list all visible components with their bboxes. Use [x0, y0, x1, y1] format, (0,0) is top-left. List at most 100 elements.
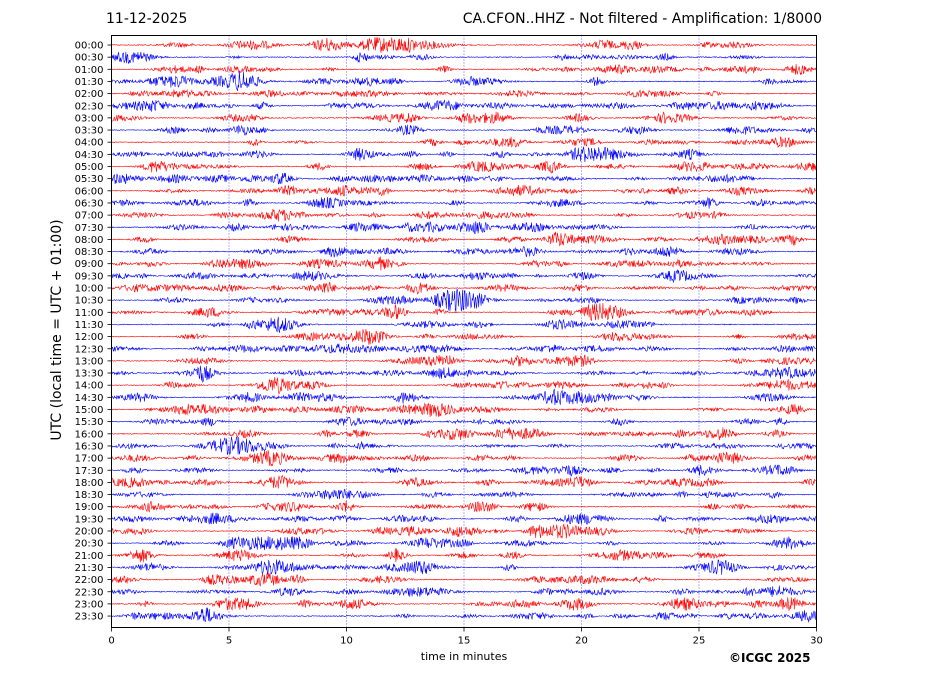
y-tick-label: 01:00	[75, 65, 104, 76]
y-tick-label: 04:00	[75, 138, 104, 149]
y-tick-label: 09:30	[75, 271, 104, 282]
trace-1200	[111, 329, 817, 345]
x-tick-label: 25	[693, 636, 706, 647]
trace-1600	[111, 427, 817, 441]
y-tick-label: 02:00	[75, 89, 104, 100]
y-tick-label: 06:00	[75, 186, 104, 197]
x-tick-label: 0	[108, 636, 114, 647]
y-tick-label: 07:30	[75, 223, 104, 234]
trace-1000	[111, 281, 817, 295]
y-tick-label: 07:00	[75, 211, 104, 222]
trace-0200	[111, 88, 817, 98]
trace-1130	[111, 316, 816, 333]
y-tick-label: 09:00	[75, 259, 104, 270]
trace-2230	[111, 585, 816, 598]
y-tick-label: 14:00	[75, 381, 104, 392]
x-tick-label: 20	[575, 636, 588, 647]
trace-1430	[111, 388, 817, 406]
trace-1800	[111, 475, 816, 489]
y-tick-label: 00:30	[75, 53, 104, 64]
trace-0400	[111, 136, 816, 149]
seismic-traces	[111, 37, 817, 623]
y-tick-label: 23:30	[75, 612, 104, 623]
x-tick-label: 15	[458, 636, 471, 647]
y-tick-label: 21:00	[75, 551, 104, 562]
trace-1630	[111, 436, 817, 455]
x-tick-label: 30	[810, 636, 823, 647]
date-label: 11-12-2025	[106, 11, 188, 27]
trace-2200	[111, 573, 817, 587]
trace-0100	[111, 64, 817, 75]
trace-1300	[111, 354, 817, 367]
y-tick-label: 12:00	[75, 332, 104, 343]
y-tick-label: 21:30	[75, 563, 104, 574]
y-tick-label: 18:00	[75, 478, 104, 489]
trace-0030	[111, 51, 817, 64]
y-tick-label: 16:30	[75, 441, 104, 452]
trace-2000	[111, 523, 816, 539]
trace-0800	[111, 231, 817, 247]
y-tick-label: 06:30	[75, 198, 104, 209]
y-tick-label: 05:30	[75, 174, 104, 185]
y-tick-label: 15:00	[75, 405, 104, 416]
y-tick-label: 23:00	[75, 599, 104, 610]
trace-1830	[111, 489, 816, 500]
y-tick-label: 12:30	[75, 344, 104, 355]
trace-0530	[111, 172, 816, 185]
trace-0430	[111, 146, 817, 163]
trace-1530	[111, 416, 817, 427]
y-tick-label: 01:30	[75, 77, 104, 88]
trace-2300	[111, 597, 816, 611]
y-tick-label: 19:30	[75, 514, 104, 525]
y-tick-label: 02:30	[75, 101, 104, 112]
trace-2330	[111, 607, 817, 623]
trace-1930	[111, 512, 817, 525]
y-tick-label: 10:30	[75, 296, 104, 307]
y-tick-label: 14:30	[75, 393, 104, 404]
y-tick-label: 17:00	[75, 454, 104, 465]
y-tick-label: 22:30	[75, 587, 104, 598]
y-tick-label: 16:00	[75, 429, 104, 440]
trace-0500	[111, 160, 817, 174]
trace-0600	[111, 184, 816, 197]
x-axis-label: time in minutes	[420, 650, 508, 663]
trace-0230	[111, 99, 817, 112]
x-tick-label: 10	[340, 636, 353, 647]
trace-0830	[111, 245, 816, 258]
trace-1330	[111, 365, 817, 383]
trace-0000	[111, 37, 817, 54]
y-tick-label: 00:00	[75, 41, 104, 52]
y-tick-label: 03:00	[75, 113, 104, 124]
trace-2030	[111, 536, 816, 551]
trace-0730	[111, 220, 817, 235]
y-tick-label: 11:30	[75, 320, 104, 331]
chart-title: CA.CFON..HHZ - Not filtered - Amplificat…	[462, 11, 822, 27]
x-axis-ticks: 0 5 10 15 20 25 30	[108, 627, 823, 647]
trace-1100	[111, 303, 816, 321]
trace-0900	[111, 256, 816, 271]
y-tick-label: 11:00	[75, 308, 104, 319]
y-tick-label: 13:00	[75, 356, 104, 367]
x-tick-label: 5	[226, 636, 232, 647]
trace-2130	[111, 559, 817, 575]
y-tick-label: 03:30	[75, 126, 104, 137]
trace-2100	[111, 548, 817, 563]
trace-0330	[111, 124, 817, 136]
y-tick-label: 08:00	[75, 235, 104, 246]
plot-frame	[111, 35, 817, 628]
trace-1700	[111, 450, 817, 467]
y-tick-label: 19:00	[75, 502, 104, 513]
trace-0700	[111, 208, 817, 222]
y-tick-label: 10:00	[75, 284, 104, 295]
y-tick-label: 18:30	[75, 490, 104, 501]
trace-1230	[111, 343, 817, 354]
y-tick-label: 20:30	[75, 539, 104, 550]
y-tick-label: 17:30	[75, 466, 104, 477]
trace-0630	[111, 196, 817, 209]
copyright-label: ©ICGC 2025	[729, 651, 811, 665]
trace-1400	[111, 377, 817, 395]
y-tick-label: 15:30	[75, 417, 104, 428]
y-tick-label: 05:00	[75, 162, 104, 173]
